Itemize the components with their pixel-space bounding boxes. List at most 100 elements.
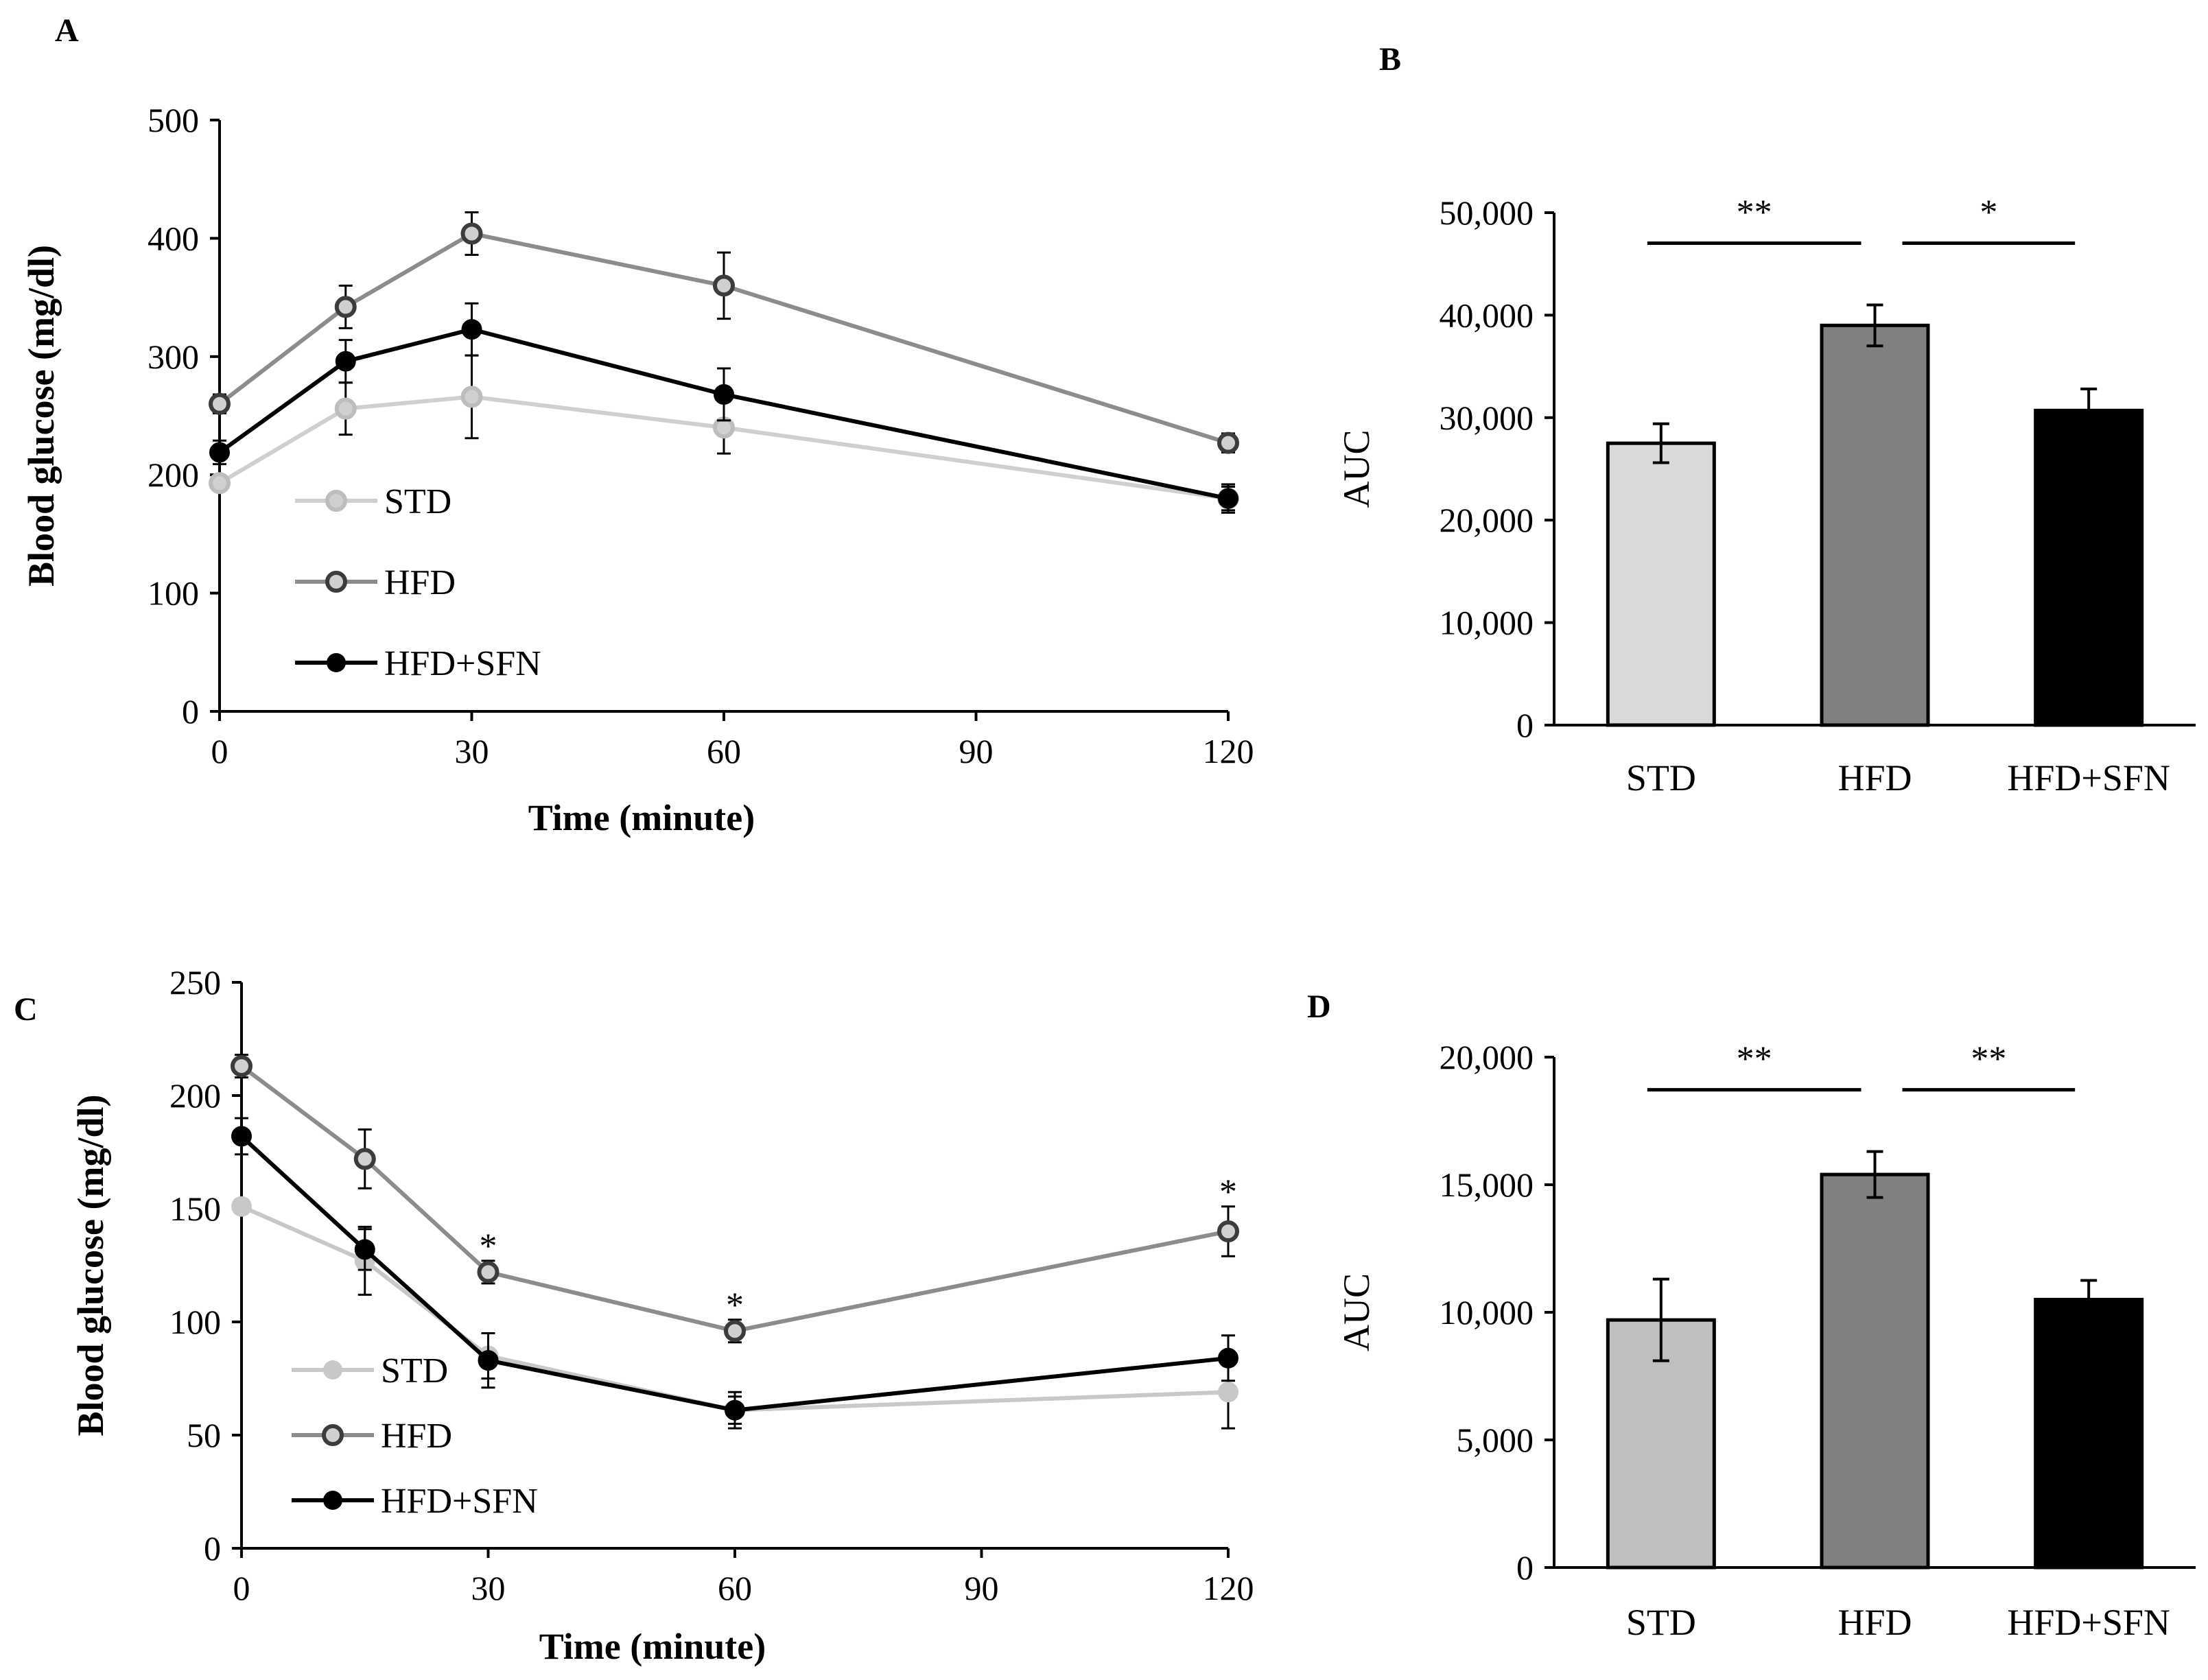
data-point: [713, 274, 735, 297]
category-label: STD: [1626, 757, 1696, 798]
x-tick-label: 120: [1203, 732, 1254, 770]
panel-letter: A: [55, 12, 79, 49]
bar-hfd-sfn: [2034, 1297, 2144, 1570]
x-tick-label: 90: [959, 732, 994, 770]
significance-label: **: [1971, 1040, 2006, 1079]
x-tick-label: 120: [1203, 1569, 1254, 1607]
y-tick-label: 50,000: [1440, 193, 1534, 232]
data-point: [354, 1239, 375, 1260]
data-point: [1218, 1382, 1238, 1403]
y-tick-label: 400: [148, 219, 199, 257]
data-point: [1217, 431, 1239, 454]
data-point: [1217, 1220, 1239, 1242]
data-point: [209, 472, 231, 495]
y-tick-label: 40,000: [1440, 296, 1534, 334]
y-axis-label: AUC: [1336, 429, 1377, 508]
panel-letter: B: [1379, 41, 1401, 78]
y-tick-label: 10,000: [1440, 604, 1534, 642]
data-point: [460, 222, 483, 245]
y-axis-label: AUC: [1336, 1273, 1377, 1351]
significance-star: *: [1219, 1172, 1237, 1211]
bar-hfd: [1820, 1172, 1930, 1570]
bar-hfd-sfn: [2034, 408, 2144, 727]
category-label: HFD+SFN: [2007, 1602, 2170, 1643]
data-point: [231, 1196, 252, 1217]
significance-label: **: [1737, 193, 1772, 232]
x-tick-label: 30: [455, 732, 489, 770]
y-tick-label: 150: [169, 1190, 221, 1228]
data-point: [231, 1055, 252, 1078]
y-tick-label: 0: [182, 692, 199, 731]
y-tick-label: 0: [204, 1529, 221, 1567]
data-point: [334, 296, 357, 318]
data-point: [209, 442, 230, 463]
panel-d: D 0 5,000 10,000 15,000 20,000 AUC STD HFD HFD+SF…: [1307, 989, 2196, 1643]
series-hfd: [231, 1054, 1239, 1344]
legend-swatch-marker: [322, 1424, 344, 1446]
data-point: [353, 1148, 376, 1170]
y-tick-label: 5,000: [1457, 1421, 1534, 1459]
data-point: [725, 1399, 745, 1421]
legend-label: HFD+SFN: [381, 1482, 538, 1521]
panel-letter: D: [1307, 989, 1331, 1025]
y-tick-label: 30,000: [1440, 399, 1534, 437]
y-tick-label: 200: [148, 456, 199, 494]
y-tick-label: 100: [169, 1303, 221, 1341]
category-label: HFD: [1837, 1602, 1912, 1643]
data-point: [335, 351, 356, 372]
y-tick-label: 250: [169, 963, 221, 1002]
y-axis-label: Blood glucose (mg/dl): [21, 245, 62, 587]
data-point: [334, 397, 357, 420]
y-tick-label: 200: [169, 1076, 221, 1115]
legend-swatch-marker: [327, 653, 346, 672]
x-axis-label: Time (minute): [528, 797, 755, 838]
y-tick-label: 15,000: [1440, 1166, 1534, 1204]
data-point: [460, 386, 483, 408]
data-point: [209, 392, 231, 415]
y-axis-label: Blood glucose (mg/dl): [70, 1094, 111, 1436]
legend-label: HFD: [384, 563, 456, 602]
category-label: HFD+SFN: [2007, 757, 2170, 798]
legend-label: HFD: [381, 1417, 452, 1456]
data-point: [461, 319, 482, 340]
significance-star: *: [480, 1227, 497, 1266]
legend-swatch-marker: [323, 1360, 342, 1380]
significance-star: *: [726, 1286, 744, 1325]
data-point: [477, 1261, 500, 1283]
data-point: [1218, 1347, 1238, 1369]
data-point: [724, 1320, 746, 1342]
panel-c: C 0 50 100 150 200 250 0 30 60 90 120 Time (minute) B…: [14, 963, 1254, 1667]
panel-b: B 0 10,000 20,000 30,000 40,000 50,000 AUC STD HF…: [1336, 41, 2196, 798]
significance-label: **: [1737, 1040, 1772, 1079]
x-axis-label: Time (minute): [539, 1626, 766, 1667]
category-label: HFD: [1837, 757, 1912, 798]
y-tick-label: 100: [148, 574, 199, 613]
legend-swatch-marker: [325, 571, 347, 593]
y-tick-label: 500: [148, 101, 199, 139]
y-tick-label: 10,000: [1440, 1293, 1534, 1332]
y-tick-label: 20,000: [1440, 1038, 1534, 1076]
series-hfd-sfn: [231, 1117, 1238, 1430]
x-tick-label: 0: [233, 1569, 250, 1607]
legend-label: HFD+SFN: [384, 644, 541, 683]
x-tick-label: 30: [471, 1569, 506, 1607]
legend-label: STD: [384, 482, 451, 521]
panel-a: A 0 100 200 300 400 500 0 30 60 90 120 Time (minute)…: [21, 12, 1254, 838]
data-point: [478, 1350, 499, 1371]
legend-swatch-marker: [325, 490, 347, 512]
bar-std: [1606, 441, 1716, 727]
legend: STD HFD HFD+SFN: [295, 482, 541, 683]
data-point: [714, 383, 734, 405]
bar-hfd: [1820, 323, 1930, 727]
y-tick-label: 20,000: [1440, 501, 1534, 539]
x-tick-label: 0: [211, 732, 228, 770]
significance-label: *: [1980, 193, 1997, 232]
panel-letter: C: [14, 991, 38, 1028]
x-tick-label: 60: [718, 1569, 752, 1607]
x-tick-label: 90: [965, 1569, 999, 1607]
category-label: STD: [1626, 1602, 1696, 1643]
legend-label: STD: [381, 1351, 448, 1391]
y-tick-label: 0: [1516, 706, 1534, 744]
legend-swatch-marker: [323, 1491, 342, 1510]
